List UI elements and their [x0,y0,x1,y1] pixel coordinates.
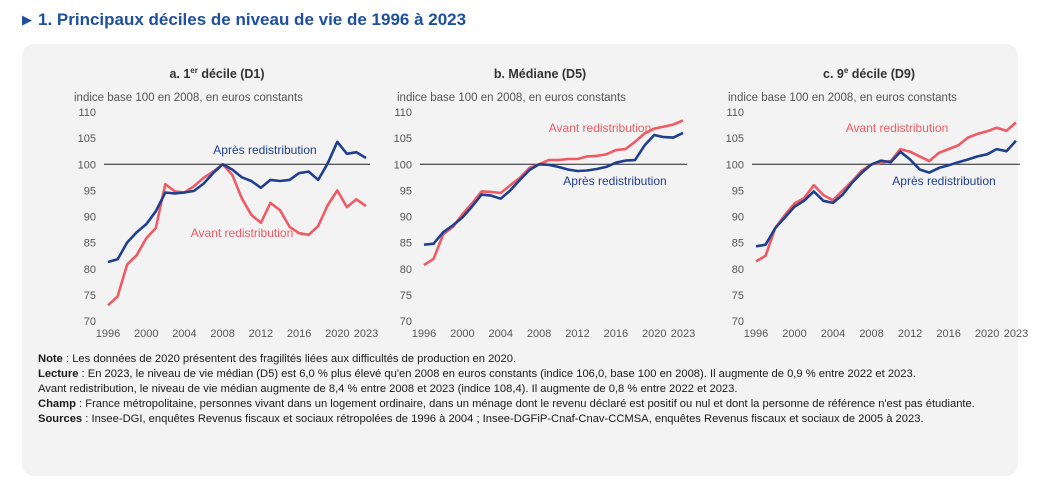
x-tick-label: 2020 [325,328,349,340]
x-tick-label: 2023 [671,328,695,340]
label-avant-redistribution: Avant redistribution [191,226,294,240]
y-tick-label: 100 [394,159,412,171]
y-tick-label: 110 [394,107,412,119]
x-tick-label: 2020 [975,328,999,340]
y-tick-label: 105 [726,133,744,145]
series-avant-line [755,121,1017,263]
y-tick-label: 85 [732,238,744,250]
x-tick-label: 2000 [782,328,806,340]
y-tick-label: 75 [732,290,744,302]
chart-subtitle: indice base 100 en 2008, en euros consta… [74,92,303,104]
y-tick-label: 80 [732,264,744,276]
y-tick-label: 90 [400,212,412,224]
champ-line: Champ : France métropolitaine, personnes… [38,398,975,410]
play-triangle-icon: ▶ [22,12,32,27]
y-tick-label: 110 [78,107,96,119]
series-apres-line [755,139,1017,248]
x-tick-label: 2008 [527,328,551,340]
series-apres-line [107,140,367,264]
chart-subtitle: indice base 100 en 2008, en euros consta… [397,92,626,104]
x-tick-label: 2008 [859,328,883,340]
sources-line: Sources : Insee-DGI, enquêtes Revenus fi… [38,413,924,425]
x-tick-label: 2004 [172,328,196,340]
x-tick-label: 1996 [96,328,120,340]
x-tick-label: 2016 [287,328,311,340]
y-tick-label: 105 [394,133,412,145]
chart-d5: b. Médiane (D5) indice base 100 en 2008,… [375,44,705,364]
x-tick-label: 1996 [744,328,768,340]
label-apres-redistribution: Après redistribution [892,174,995,188]
y-tick-label: 90 [84,212,96,224]
chart-d1: a. 1er décile (D1) indice base 100 en 20… [52,44,382,364]
x-tick-label: 2012 [565,328,589,340]
x-tick-label: 2000 [450,328,474,340]
series-apres-line [423,131,684,246]
y-tick-label: 75 [400,290,412,302]
y-tick-label: 100 [726,159,744,171]
x-tick-label: 2016 [936,328,960,340]
chart-subtitle: indice base 100 en 2008, en euros consta… [728,92,957,104]
chart-title: b. Médiane (D5) [493,67,587,82]
lecture-line-2: Avant redistribution, le niveau de vie m… [38,383,738,395]
note-line: Note : Les données de 2020 présentent de… [38,353,517,365]
chart-title: a. 1er décile (D1) [169,66,265,82]
lecture-line: Lecture : En 2023, le niveau de vie médi… [38,368,916,380]
chart-d9: c. 9e décile (D9) indice base 100 en 200… [704,44,1034,364]
y-tick-label: 70 [84,316,96,328]
chart-title: c. 9e décile (D9) [823,66,915,82]
y-tick-label: 105 [78,133,96,145]
chart-panel: a. 1er décile (D1) indice base 100 en 20… [22,44,1028,476]
title-text: 1. Principaux déciles de niveau de vie d… [38,10,467,29]
y-tick-label: 95 [84,185,96,197]
x-tick-label: 2012 [249,328,273,340]
y-tick-label: 70 [400,316,412,328]
y-tick-label: 110 [726,107,744,119]
y-tick-label: 90 [732,212,744,224]
y-tick-label: 85 [84,238,96,250]
y-tick-label: 85 [400,238,412,250]
x-tick-label: 2004 [488,328,512,340]
x-tick-label: 2000 [134,328,158,340]
y-tick-label: 75 [84,290,96,302]
x-tick-label: 2008 [210,328,234,340]
x-tick-label: 2023 [354,328,378,340]
label-apres-redistribution: Après redistribution [213,143,316,157]
label-avant-redistribution: Avant redistribution [549,121,652,135]
y-tick-label: 95 [732,185,744,197]
y-tick-label: 80 [400,264,412,276]
y-tick-label: 70 [732,316,744,328]
x-tick-label: 1996 [412,328,436,340]
label-avant-redistribution: Avant redistribution [846,121,949,135]
x-tick-label: 2016 [604,328,628,340]
x-tick-label: 2023 [1004,328,1028,340]
label-apres-redistribution: Après redistribution [563,174,666,188]
x-tick-label: 2020 [642,328,666,340]
y-tick-label: 95 [400,185,412,197]
x-tick-label: 2004 [821,328,845,340]
notes-block: Note : Les données de 2020 présentent de… [38,352,1003,427]
series-avant-line [107,163,367,307]
series-avant-line [423,119,684,267]
y-tick-label: 80 [84,264,96,276]
page-title: ▶ 1. Principaux déciles de niveau de vie… [22,8,466,32]
y-tick-label: 100 [78,159,96,171]
x-tick-label: 2012 [898,328,922,340]
